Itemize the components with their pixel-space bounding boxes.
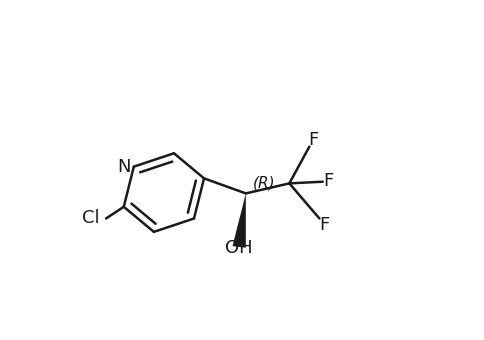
- Polygon shape: [232, 193, 245, 248]
- Text: F: F: [319, 216, 329, 234]
- Text: N: N: [118, 158, 131, 176]
- Text: (R): (R): [252, 176, 275, 191]
- Text: F: F: [307, 131, 318, 149]
- Text: F: F: [323, 172, 333, 190]
- Text: OH: OH: [225, 239, 253, 257]
- Text: Cl: Cl: [82, 209, 99, 227]
